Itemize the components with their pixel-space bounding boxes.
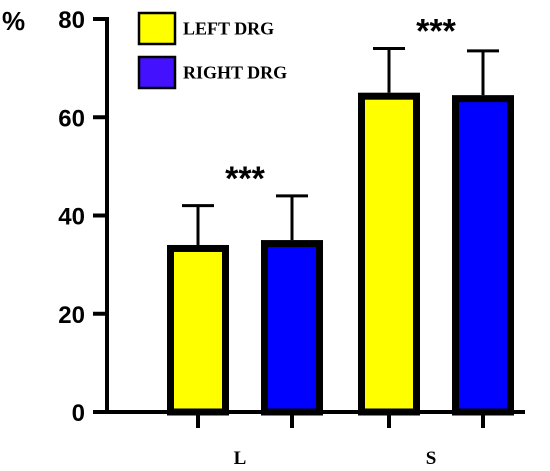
bar-left-drg-s (358, 92, 420, 416)
y-tick-label: 0 (72, 400, 85, 427)
y-tick-label: 20 (58, 302, 85, 329)
legend: LEFT DRG RIGHT DRG (137, 11, 287, 90)
category-label-l: L (234, 448, 247, 469)
bar-right-drg-l (261, 240, 323, 416)
legend-label: LEFT DRG (183, 19, 274, 39)
legend-label: RIGHT DRG (183, 63, 287, 83)
labels: 0 20 40 60 80% L S *** *** (2, 6, 457, 469)
significance-annotation: *** (225, 160, 265, 198)
y-axis-label: % (2, 6, 25, 36)
significance-annotation: *** (416, 12, 456, 50)
legend-swatch (137, 11, 177, 46)
bar-right-drg-s (452, 95, 514, 416)
y-tick-label: 80 (58, 7, 85, 34)
y-tick-label: 60 (58, 105, 85, 132)
category-label-s: S (426, 448, 437, 469)
y-tick-label: 40 (58, 204, 85, 231)
bar-left-drg-l (167, 244, 229, 416)
bars (167, 46, 514, 416)
legend-swatch (137, 55, 177, 90)
